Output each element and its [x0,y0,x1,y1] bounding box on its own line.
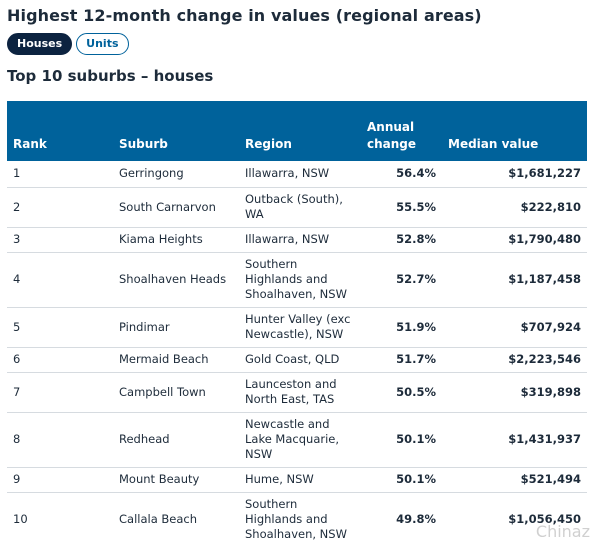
cell-median-value: $1,431,937 [442,412,587,468]
cell-region: Illawarra, NSW [239,161,361,188]
cell-rank: 2 [7,187,113,228]
table-row: 3 Kiama Heights Illawarra, NSW 52.8% $1,… [7,227,587,253]
cell-annual-change: 49.8% [396,512,436,527]
cell-region: Outback (South), WA [239,187,361,228]
cell-region: Illawarra, NSW [239,227,361,253]
cell-rank: 4 [7,252,113,308]
cell-rank: 1 [7,161,113,188]
table-row: 4 Shoalhaven Heads Southern Highlands an… [7,252,587,308]
cell-median-value: $1,681,227 [442,161,587,188]
cell-annual-change: 51.7% [361,347,442,373]
cell-region: Hunter Valley (exc Newcastle), NSW [239,307,361,348]
cell-suburb: Campbell Town [113,372,239,413]
property-type-toggle: Houses Units [7,33,129,55]
header-region: Region [239,101,361,161]
watermark: Chinaz [535,522,590,541]
cell-suburb: Shoalhaven Heads [113,252,239,308]
cell-suburb: Pindimar [113,307,239,348]
cell-rank: 8 [7,412,113,468]
cell-annual-change: 50.1% [361,412,442,468]
cell-annual-change: 51.9% [361,307,442,348]
suburbs-table: Rank Suburb Region Annual change Median … [7,101,587,547]
cell-annual-change: 55.5% [361,187,442,228]
cell-suburb: Gerringong [113,161,239,188]
cell-annual-change: 52.7% [361,252,442,308]
table-row: 7 Campbell Town Launceston and North Eas… [7,372,587,413]
cell-annual-change: 50.5% [361,372,442,413]
section-title: Top 10 suburbs – houses [7,67,214,85]
cell-median-value: $521,494 [442,467,587,493]
cell-region: Launceston and North East, TAS [239,372,361,413]
table-row: 8 Redhead Newcastle and Lake Macquarie, … [7,412,587,468]
page-title: Highest 12-month change in values (regio… [7,6,482,25]
cell-rank: 5 [7,307,113,348]
cell-rank: 6 [7,347,113,373]
cell-region: Gold Coast, QLD [239,347,361,373]
cell-rank: 7 [7,372,113,413]
cell-suburb: Mount Beauty [113,467,239,493]
cell-median-value: $1,056,450 [508,512,581,527]
cell-annual-change: 52.8% [361,227,442,253]
cell-annual-change: 56.4% [361,161,442,188]
header-rank: Rank [7,101,113,161]
table-row: 10 Callala Beach Southern Highlands and … [7,492,587,547]
cell-region: Hume, NSW [239,467,361,493]
cell-annual-change: 50.1% [361,467,442,493]
cell-suburb: Callala Beach [119,512,198,527]
header-suburb: Suburb [113,101,239,161]
cell-median-value: $1,790,480 [442,227,587,253]
houses-tab[interactable]: Houses [7,33,73,55]
cell-rank: 9 [7,467,113,493]
cell-region: Newcastle and Lake Macquarie, NSW [239,412,361,468]
table-row: 6 Mermaid Beach Gold Coast, QLD 51.7% $2… [7,347,587,373]
cell-region: Southern Highlands and Shoalhaven, NSW [245,497,347,542]
table-row: 5 Pindimar Hunter Valley (exc Newcastle)… [7,307,587,348]
table-row: 2 South Carnarvon Outback (South), WA 55… [7,187,587,228]
cell-median-value: $707,924 [442,307,587,348]
cell-suburb: Kiama Heights [113,227,239,253]
cell-suburb: Mermaid Beach [113,347,239,373]
table-row: 1 Gerringong Illawarra, NSW 56.4% $1,681… [7,161,587,188]
cell-median-value: $1,187,458 [442,252,587,308]
cell-rank: 10 [13,512,28,527]
units-tab[interactable]: Units [76,33,129,55]
cell-median-value: $222,810 [442,187,587,228]
cell-suburb: Redhead [113,412,239,468]
cell-rank: 3 [7,227,113,253]
cell-region: Southern Highlands and Shoalhaven, NSW [239,252,361,308]
header-median-value: Median value [442,101,587,161]
header-annual-change: Annual change [361,101,442,161]
cell-suburb: South Carnarvon [113,187,239,228]
table-row: 9 Mount Beauty Hume, NSW 50.1% $521,494 [7,467,587,493]
cell-median-value: $2,223,546 [442,347,587,373]
cell-median-value: $319,898 [442,372,587,413]
table-header-row: Rank Suburb Region Annual change Median … [7,101,587,161]
